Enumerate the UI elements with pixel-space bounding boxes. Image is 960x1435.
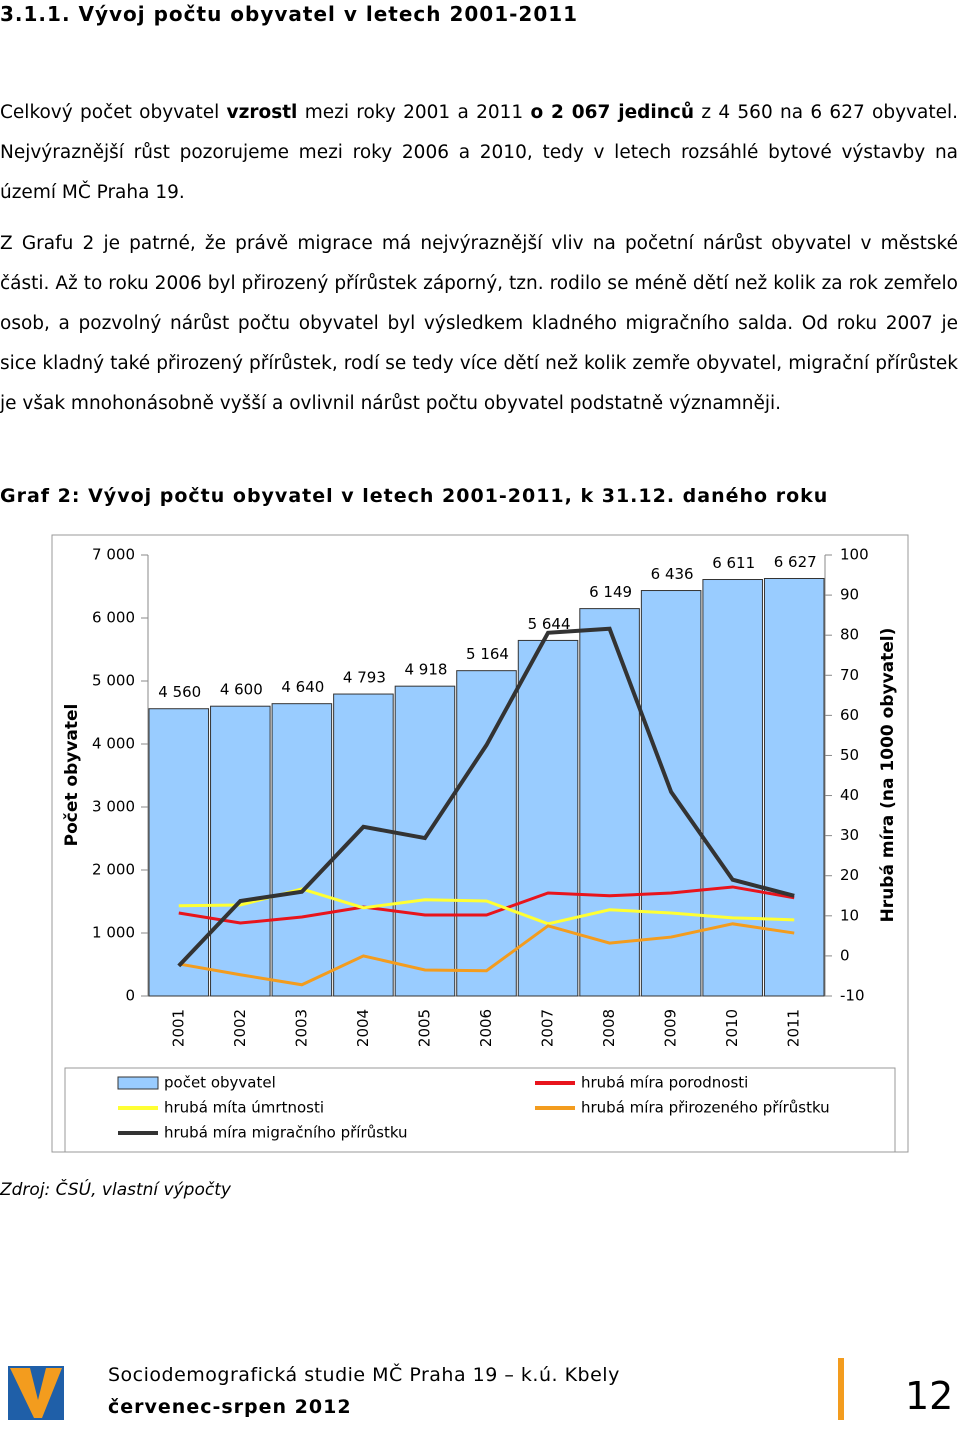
text-run: z 4 560 na 6 627 obyvatel. Nejvýraznější…: [0, 102, 958, 203]
y2-tick-label: 70: [840, 666, 859, 684]
y2-tick-label: 40: [840, 786, 859, 804]
x-tick-label: 2005: [415, 1009, 433, 1047]
chart-caption: Graf 2: Vývoj počtu obyvatel v letech 20…: [0, 485, 829, 507]
y-tick-label: 3 000: [92, 798, 135, 816]
line-series: [178, 885, 795, 925]
y-tick-label: 5 000: [92, 672, 135, 690]
x-tick-label: 2008: [600, 1009, 618, 1047]
legend-swatch: [117, 1076, 159, 1090]
y-axis-label: Počet obyvatel: [62, 704, 82, 847]
y2-tick-label: 0: [840, 946, 850, 964]
bar: [333, 693, 394, 997]
value-label: 4 640: [281, 678, 324, 696]
y2-tick-label: 30: [840, 826, 859, 844]
legend-label: hrubá míra migračního přírůstku: [164, 1124, 408, 1142]
value-label: 5 164: [466, 645, 509, 663]
logo: [8, 1358, 844, 1420]
y-tick-label: 1 000: [92, 924, 135, 942]
value-label: 4 918: [404, 661, 447, 679]
value-label: 6 627: [774, 553, 817, 571]
text-run: Celkový počet obyvatel: [0, 102, 227, 123]
bold-run: vzrostl: [226, 102, 298, 123]
footer-date: červenec-srpen 2012: [108, 1396, 352, 1418]
heading: 3.1.1. Vývoj počtu obyvatel v letech 200…: [0, 2, 579, 26]
x-tick-label: 2009: [662, 1009, 680, 1047]
y2-tick-label: 100: [840, 546, 869, 564]
y-tick-label: 7 000: [92, 546, 135, 564]
bar: [148, 708, 210, 997]
x-tick-label: 2004: [354, 1009, 372, 1047]
y2-tick-label: 50: [840, 746, 859, 764]
bar: [456, 670, 517, 997]
legend-label: hrubá míra porodnosti: [581, 1074, 748, 1092]
value-label: 6 149: [589, 583, 632, 601]
footer-study: Sociodemografická studie MČ Praha 19 – k…: [108, 1364, 620, 1386]
text-run: Z Grafu 2 je patrné, že právě migrace má…: [0, 233, 958, 414]
bold-run: o 2 067 jedinců: [530, 102, 695, 123]
value-label: 6 611: [712, 554, 755, 572]
y2-tick-label: 10: [840, 906, 859, 924]
y-tick-label: 6 000: [92, 609, 135, 627]
paragraph: Z Grafu 2 je patrné, že právě migrace má…: [0, 224, 958, 424]
y2-tick-label: 80: [840, 626, 859, 644]
legend-label: počet obyvatel: [164, 1074, 276, 1092]
x-tick-label: 2010: [723, 1009, 741, 1047]
bar: [702, 579, 763, 997]
bar: [763, 577, 825, 997]
x-tick-label: 2003: [292, 1009, 310, 1047]
value-label: 5 644: [528, 615, 571, 633]
value-label: 4 793: [343, 669, 386, 687]
x-tick-label: 2007: [539, 1009, 557, 1047]
y2-tick-label: 90: [840, 586, 859, 604]
x-tick-label: 2002: [231, 1009, 249, 1047]
page-number: 12: [905, 1374, 954, 1418]
x-tick-label: 2006: [477, 1009, 495, 1047]
x-tick-label: 2011: [785, 1009, 803, 1047]
y2-tick-label: 60: [840, 706, 859, 724]
value-label: 4 560: [158, 683, 201, 701]
y-tick-label: 2 000: [92, 861, 135, 879]
bar: [517, 639, 579, 997]
value-label: 6 436: [651, 565, 694, 583]
text-run: mezi roky 2001 a 2011: [297, 102, 531, 123]
legend-label: hrubá míra přirozeného přírůstku: [581, 1099, 830, 1117]
bar: [271, 703, 333, 997]
bar: [210, 705, 271, 997]
y2-tick-label: 20: [840, 866, 859, 884]
bar: [394, 685, 456, 997]
y2-axis-label: Hrubá míra (na 1000 obyvatel): [878, 628, 898, 923]
line-series: [177, 626, 795, 968]
y-tick-label: 0: [125, 987, 135, 1005]
paragraph: Celkový počet obyvatel vzrostl mezi roky…: [0, 93, 958, 213]
y2-tick-label: -10: [840, 987, 865, 1005]
bar: [579, 608, 640, 997]
line-series: [178, 922, 795, 987]
value-label: 4 600: [220, 681, 263, 699]
legend-label: hrubá míta úmrtnosti: [164, 1099, 324, 1117]
legend-frame: [64, 1067, 896, 1153]
x-tick-label: 2001: [169, 1009, 187, 1047]
source: Zdroj: ČSÚ, vlastní výpočty: [0, 1180, 231, 1200]
y-tick-label: 4 000: [92, 735, 135, 753]
